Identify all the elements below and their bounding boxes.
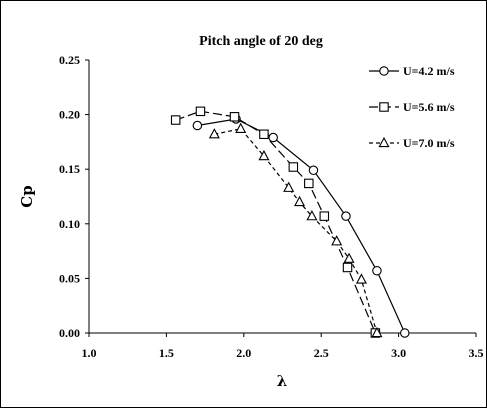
- data-point: [229, 112, 240, 122]
- legend-label: U=5.6 m/s: [403, 100, 455, 114]
- x-tick-label: 2.5: [314, 346, 329, 360]
- data-point: [372, 266, 382, 276]
- y-tick-label: 0.15: [59, 162, 80, 176]
- data-point: [283, 181, 295, 192]
- legend-marker: [379, 102, 389, 112]
- data-point: [331, 235, 343, 246]
- data-point: [259, 129, 269, 140]
- data-point: [170, 115, 181, 125]
- x-tick-label: 1.5: [159, 346, 174, 360]
- y-axis-label: Cp: [18, 185, 36, 207]
- data-point: [258, 149, 270, 161]
- data-point: [343, 252, 355, 263]
- data-point: [355, 273, 367, 284]
- series-line: [214, 128, 378, 334]
- legend-marker: [379, 66, 389, 76]
- data-point: [308, 165, 319, 176]
- series-1: [192, 114, 410, 338]
- data-point: [342, 262, 353, 273]
- data-point: [319, 211, 330, 221]
- axes: 1.0 1.5 2.0 2.5 3.0 3.5 0.00 0.05 0.10 0.15 0.20 0.…: [59, 53, 484, 360]
- legend-marker: [378, 136, 390, 148]
- data-point: [371, 326, 383, 338]
- y-tick-label: 0.20: [59, 108, 80, 122]
- y-tick-label: 0.10: [59, 217, 80, 231]
- legend-entry: U=7.0 m/s: [369, 136, 455, 150]
- data-point: [208, 128, 220, 139]
- legend: U=4.2 m/s U=5.6 m/s U=7.0 m/s: [369, 64, 455, 150]
- x-tick-label: 3.0: [391, 346, 406, 360]
- data-point: [400, 328, 410, 338]
- legend-label: U=7.0 m/s: [403, 136, 455, 150]
- data-point: [306, 209, 318, 221]
- data-point: [235, 122, 247, 133]
- chart-title: Pitch angle of 20 deg: [199, 34, 323, 49]
- legend-entry: U=4.2 m/s: [369, 64, 455, 78]
- y-tick-label: 0.05: [59, 271, 80, 285]
- series-3: [208, 122, 383, 338]
- y-tick-label: 0.25: [59, 53, 80, 67]
- data-point: [268, 132, 278, 143]
- legend-entry: U=5.6 m/s: [369, 100, 455, 114]
- data-point: [341, 211, 351, 221]
- data-point: [304, 178, 314, 189]
- series-line: [175, 110, 376, 334]
- series-line: [197, 118, 406, 334]
- legend-label: U=4.2 m/s: [403, 64, 455, 78]
- data-point: [294, 195, 306, 207]
- x-axis-label: λ: [277, 372, 288, 390]
- data-point: [195, 106, 206, 117]
- plot-area: [170, 106, 410, 338]
- x-tick-label: 2.0: [236, 346, 251, 360]
- data-point: [288, 162, 299, 172]
- data-point: [192, 120, 203, 131]
- x-tick-label: 1.0: [82, 346, 97, 360]
- x-tick-label: 3.5: [469, 346, 484, 360]
- y-tick-label: 0.00: [59, 326, 80, 340]
